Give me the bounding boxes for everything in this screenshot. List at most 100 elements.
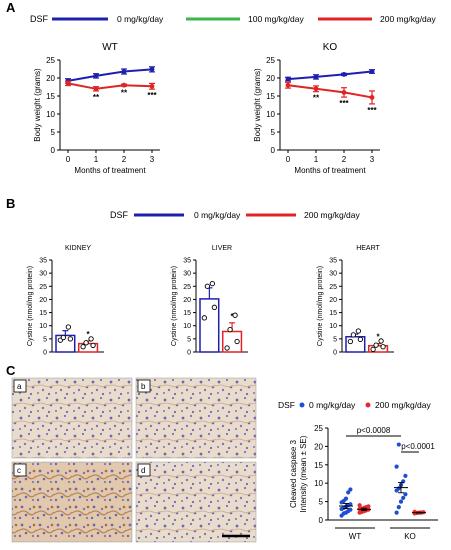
bar-chart-kidney: KIDNEY 0 5 10 15 20 25 30 35 Cystine (nmol/mg pro… [27, 245, 104, 357]
y-tick-label: 15 [266, 92, 275, 101]
legend-a-label-0: 0 mg/kg/day [117, 14, 164, 24]
y-tick-label: 25 [46, 56, 55, 65]
data-point [234, 338, 240, 345]
data-point [357, 336, 364, 343]
chart-title: KIDNEY [65, 245, 91, 252]
data-point [357, 503, 362, 508]
y-tick-label: 0 [187, 350, 191, 357]
data-point [403, 473, 408, 478]
data-point [65, 81, 71, 86]
legend-b-prefix: DSF [110, 210, 129, 220]
data-point [403, 492, 408, 497]
data-point [380, 344, 386, 350]
panel-b-letter: B [6, 196, 15, 211]
data-point [285, 82, 291, 88]
panel-c-legend: DSF 0 mg/kg/day 200 mg/kg/day [278, 400, 432, 410]
pvalue-label: p<0.0008 [357, 426, 391, 435]
data-point [224, 345, 230, 351]
y-tick-label: 30 [39, 271, 47, 278]
y-tick-label: 20 [314, 442, 323, 451]
bar-chart-heart: HEART 0 5 10 15 20 25 30 35 Cystine (nmol/mg prot… [317, 245, 394, 357]
y-tick-label: 0 [319, 516, 324, 525]
y-tick-label: 10 [39, 323, 47, 330]
pvalue-label: p<0.0001 [401, 442, 435, 451]
y-tick-label: 5 [271, 128, 276, 137]
data-point [80, 344, 86, 350]
svg-text:c: c [17, 466, 21, 475]
histology-image-c [11, 461, 133, 543]
significance-marker: *** [367, 106, 377, 115]
y-tick-label: 35 [329, 258, 337, 265]
y-tick-label: 20 [39, 297, 47, 304]
legend-c-label-0: 0 mg/kg/day [309, 400, 356, 410]
y-axis-label: Body weight (grams) [33, 68, 42, 142]
svg-text:a: a [17, 382, 22, 391]
svg-text:b: b [141, 382, 146, 391]
data-point [373, 342, 379, 348]
y-tick-label: 0 [43, 350, 47, 357]
line-chart-ko: KO 0 5 10 15 20 25 0 1 2 3 Months of treatment Body … [253, 42, 380, 175]
chart-title: HEART [356, 245, 380, 252]
data-point [285, 76, 291, 82]
significance-marker: *** [339, 99, 349, 108]
data-point [369, 95, 375, 100]
x-tick-label: 0 [286, 155, 291, 164]
data-point [65, 324, 72, 330]
y-tick-label: 25 [314, 424, 323, 433]
legend-a-prefix: DSF [30, 14, 49, 24]
data-point [370, 346, 376, 353]
y-tick-label: 10 [314, 479, 323, 488]
histology-image-d [135, 461, 257, 543]
legend-c-marker-1 [365, 402, 371, 408]
group-label: WT [349, 532, 362, 541]
x-axis-label: Months of treatment [74, 166, 146, 175]
data-point [149, 66, 155, 72]
data-point [93, 73, 99, 79]
data-point [204, 283, 211, 289]
y-tick-label: 30 [329, 271, 337, 278]
data-point [398, 499, 404, 504]
y-tick-label: 10 [183, 323, 191, 330]
y-tick-label: 35 [183, 258, 191, 265]
svg-text:d: d [141, 466, 145, 475]
data-point [88, 336, 94, 342]
y-tick-label: 10 [46, 110, 55, 119]
legend-b-label-0: 0 mg/kg/day [194, 210, 241, 220]
y-tick-label: 5 [319, 498, 324, 507]
panel-c-letter: C [6, 363, 16, 378]
panel-a-letter: A [6, 0, 16, 15]
y-tick-label: 10 [329, 323, 337, 330]
y-tick-label: 0 [271, 146, 276, 155]
significance-marker: * [231, 312, 235, 321]
data-point [121, 82, 127, 88]
x-axis-label: Months of treatment [294, 166, 366, 175]
histology-image-b [135, 377, 257, 459]
y-axis-label-line2: Intensity (mean ± SE) [299, 435, 308, 512]
x-tick-label: 3 [150, 155, 155, 164]
significance-marker: * [377, 333, 381, 342]
panel-a-legend: DSF 0 mg/kg/day 100 mg/kg/day 200 mg/kg/… [30, 14, 437, 24]
data-point [394, 510, 399, 515]
y-tick-label: 30 [183, 271, 191, 278]
data-point [313, 74, 319, 80]
chart-title: WT [102, 42, 118, 53]
data-point [346, 490, 351, 495]
data-point [366, 504, 371, 509]
y-tick-label: 25 [266, 56, 275, 65]
series-line [67, 82, 153, 90]
image-label-c: c [13, 463, 27, 477]
y-axis-label: Cystine (nmol/mg protein) [317, 266, 324, 346]
data-point [396, 442, 401, 447]
data-point [313, 86, 319, 92]
chart-title: LIVER [212, 245, 232, 252]
y-axis-label: Cystine (nmol/mg protein) [27, 266, 34, 346]
y-tick-label: 15 [183, 310, 191, 317]
image-label-d: d [137, 463, 151, 477]
legend-c-prefix: DSF [278, 400, 295, 410]
legend-b-label-1: 200 mg/kg/day [304, 210, 361, 220]
x-tick-label: 2 [122, 155, 127, 164]
x-tick-label: 2 [342, 155, 347, 164]
data-point [350, 332, 357, 338]
bar-chart-liver: LIVER 0 5 10 15 20 25 30 35 Cystine (nmol/mg prot… [171, 245, 248, 357]
